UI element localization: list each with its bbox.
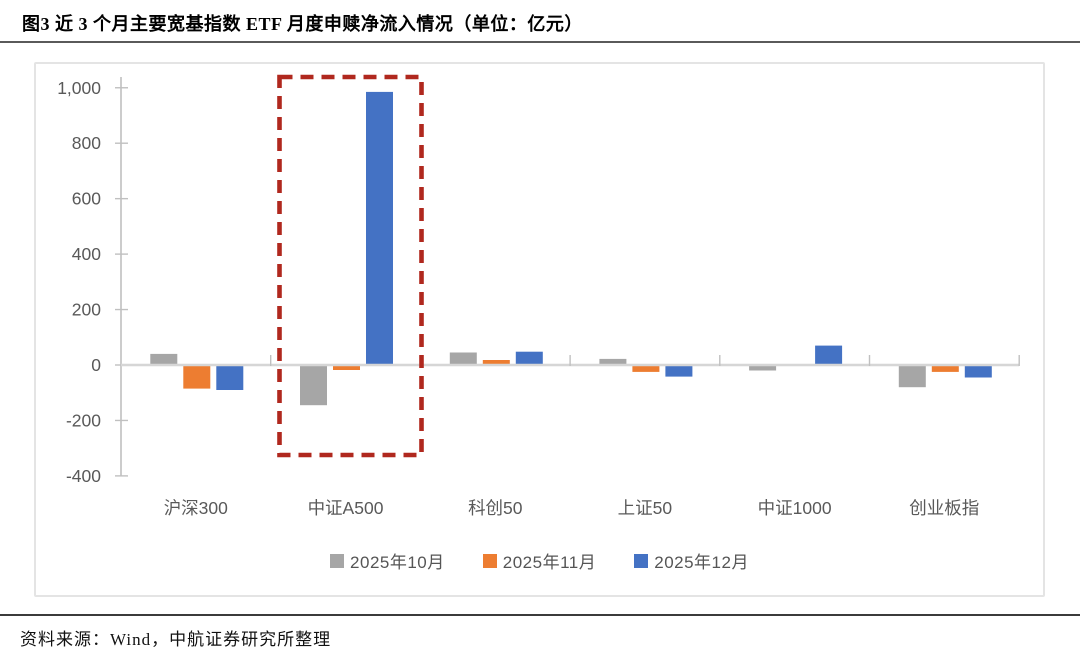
title-divider <box>0 41 1080 43</box>
x-axis-label: 中证A500 <box>308 498 384 518</box>
y-tick-label: 1,000 <box>57 78 101 98</box>
bar-创业板指-2025年12月 <box>964 365 992 378</box>
y-tick-label: 800 <box>72 133 101 153</box>
chart-legend: 2025年10月 2025年11月 2025年12月 <box>36 548 1043 573</box>
bar-中证A500-2025年11月 <box>333 365 360 370</box>
bar-科创50-2025年12月 <box>515 351 543 365</box>
bar-chart: 1,000 800 600 400 200 0 -200 -400 沪深300 中证A500 科创5… <box>57 74 1020 518</box>
bar-中证1000-2025年12月 <box>815 345 843 365</box>
figure-title: 图3 近 3 个月主要宽基指数 ETF 月度申赎净流入情况（单位：亿元） <box>22 14 583 34</box>
legend-label: 2025年12月 <box>654 553 749 572</box>
legend-item-nov: 2025年11月 <box>482 548 597 573</box>
legend-item-oct: 2025年10月 <box>330 548 445 573</box>
y-tick-label: 200 <box>72 300 101 320</box>
source-note: 资料来源：Wind，中航证券研究所整理 <box>20 630 332 649</box>
bar-创业板指-2025年11月 <box>931 365 959 372</box>
y-tick-label: 400 <box>72 244 101 264</box>
x-axis-label: 沪深300 <box>164 498 228 518</box>
bar-沪深300-2025年11月 <box>183 365 211 389</box>
y-tick-label: 600 <box>72 189 101 209</box>
highlight-box <box>277 74 424 458</box>
bar-上证50-2025年11月 <box>632 365 660 372</box>
legend-swatch-blue-icon <box>634 553 649 568</box>
y-tick-label: -200 <box>66 410 101 430</box>
bar-科创50-2025年11月 <box>482 360 510 365</box>
chart-container: 1,000 800 600 400 200 0 -200 -400 沪深300 中证A500 科创5… <box>34 62 1045 597</box>
x-axis-label: 中证1000 <box>758 498 832 518</box>
legend-label: 2025年10月 <box>350 553 445 572</box>
bar-创业板指-2025年10月 <box>898 365 926 388</box>
bar-中证1000-2025年10月 <box>749 365 777 371</box>
legend-item-dec: 2025年12月 <box>634 548 749 573</box>
bar-上证50-2025年12月 <box>665 365 693 377</box>
legend-swatch-gray-icon <box>330 553 345 568</box>
bar-沪深300-2025年10月 <box>150 353 178 365</box>
bar-沪深300-2025年12月 <box>216 365 244 390</box>
y-tick-label: 0 <box>91 355 101 375</box>
bar-中证A500-2025年12月 <box>366 91 393 366</box>
bar-科创50-2025年10月 <box>449 352 477 365</box>
y-tick-label: -400 <box>66 466 101 486</box>
bar-中证A500-2025年10月 <box>300 365 327 406</box>
legend-label: 2025年11月 <box>502 553 597 572</box>
x-axis-label: 创业板指 <box>909 498 979 518</box>
bar-上证50-2025年10月 <box>599 358 627 365</box>
legend-swatch-orange-icon <box>482 553 497 568</box>
x-axis-label: 科创50 <box>468 498 523 518</box>
x-axis-label: 上证50 <box>618 498 673 518</box>
footer-divider <box>0 614 1080 616</box>
